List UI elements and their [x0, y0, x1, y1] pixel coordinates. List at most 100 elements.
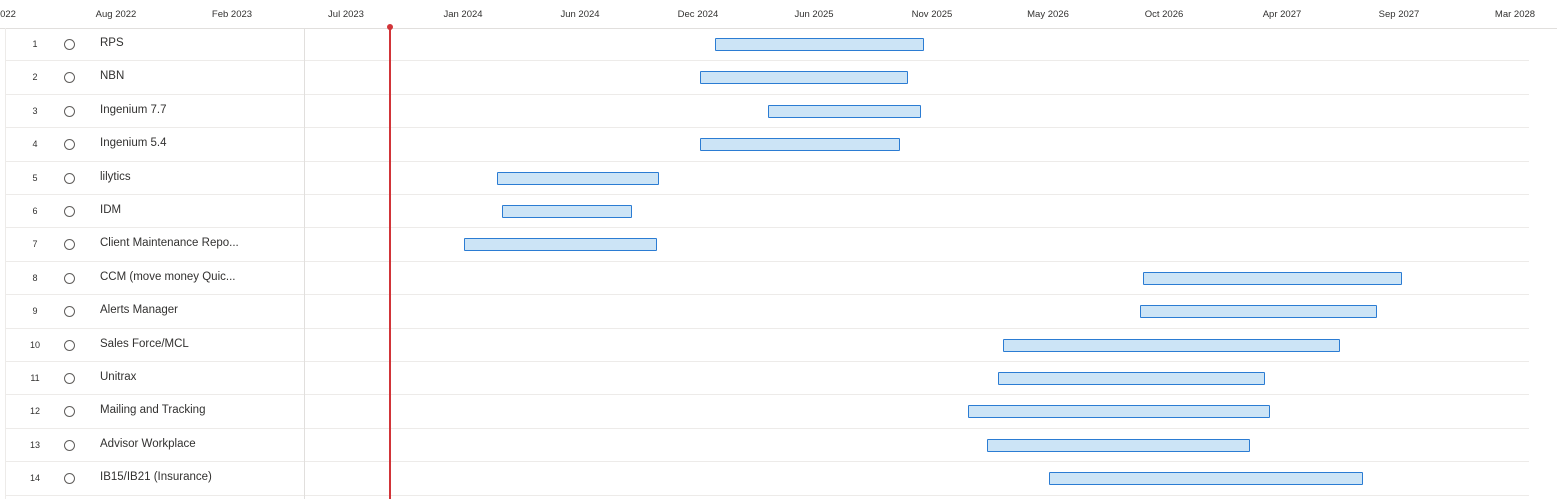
timeline-tick: Mar 2028 — [1494, 9, 1536, 20]
task-row[interactable]: 13 Advisor Workplace — [0, 429, 1557, 462]
timeline-tick: Jul 2023 — [328, 9, 364, 20]
timeline-tick: May 2026 — [1027, 9, 1069, 20]
task-complete-radio[interactable] — [64, 72, 75, 83]
task-row[interactable]: 9 Alerts Manager — [0, 295, 1557, 329]
task-row[interactable]: 14 IB15/IB21 (Insurance) — [0, 462, 1557, 496]
task-name[interactable]: Ingenium 7.7 — [100, 104, 167, 116]
timeline-tick: Nov 2025 — [911, 9, 953, 20]
timeline-tick: Oct 2026 — [1144, 9, 1184, 20]
timeline-tick: Jan 2024 — [443, 9, 483, 20]
row-number: 8 — [32, 273, 38, 283]
task-bar[interactable] — [998, 372, 1265, 385]
task-complete-radio[interactable] — [64, 106, 75, 117]
task-complete-radio[interactable] — [64, 139, 75, 150]
task-name[interactable]: Ingenium 5.4 — [100, 137, 167, 149]
task-bar[interactable] — [1049, 472, 1363, 485]
task-row[interactable]: 8 CCM (move money Quic... — [0, 262, 1557, 295]
task-complete-radio[interactable] — [64, 373, 75, 384]
task-row[interactable]: 2 NBN — [0, 61, 1557, 95]
task-name[interactable]: IDM — [100, 204, 122, 216]
task-row[interactable]: 1 RPS — [0, 28, 1557, 61]
task-bar[interactable] — [502, 205, 632, 218]
row-separator — [5, 394, 1529, 395]
row-number: 3 — [32, 106, 38, 116]
left-panel-edge — [5, 28, 6, 499]
task-row[interactable]: 7 Client Maintenance Repo... — [0, 228, 1557, 262]
task-name[interactable]: IB15/IB21 (Insurance) — [100, 471, 212, 483]
task-complete-radio[interactable] — [64, 440, 75, 451]
row-separator — [5, 461, 1529, 462]
row-number: 5 — [32, 173, 38, 183]
task-name[interactable]: Advisor Workplace — [100, 438, 196, 450]
row-separator — [5, 361, 1529, 362]
row-separator — [5, 261, 1529, 262]
timeline-tick: Aug 2022 — [95, 9, 137, 20]
task-complete-radio[interactable] — [64, 206, 75, 217]
panel-divider[interactable] — [304, 28, 305, 499]
task-name[interactable]: Unitrax — [100, 371, 137, 383]
row-number: 12 — [29, 406, 40, 416]
timeline-tick: Dec 2024 — [677, 9, 719, 20]
task-row[interactable]: 10 Sales Force/MCL — [0, 329, 1557, 362]
row-number: 2 — [32, 72, 38, 82]
task-name[interactable]: Alerts Manager — [100, 304, 178, 316]
task-name[interactable]: RPS — [100, 37, 124, 49]
task-bar[interactable] — [1003, 339, 1340, 352]
row-separator — [5, 227, 1529, 228]
task-bar[interactable] — [1143, 272, 1402, 285]
task-row[interactable]: 4 Ingenium 5.4 — [0, 128, 1557, 162]
row-number: 1 — [32, 39, 38, 49]
task-name[interactable]: Sales Force/MCL — [100, 338, 189, 350]
timeline-tick: Apr 2027 — [1262, 9, 1302, 20]
row-number: 6 — [32, 206, 38, 216]
row-separator — [5, 428, 1529, 429]
task-row[interactable]: 12 Mailing and Tracking — [0, 395, 1557, 429]
task-complete-radio[interactable] — [64, 473, 75, 484]
task-name[interactable]: CCM (move money Quic... — [100, 271, 236, 283]
task-bar[interactable] — [768, 105, 921, 118]
task-bar[interactable] — [464, 238, 657, 251]
task-complete-radio[interactable] — [64, 306, 75, 317]
row-separator — [5, 127, 1529, 128]
row-number: 11 — [30, 373, 40, 383]
timeline-tick: Jun 2025 — [794, 9, 834, 20]
task-name[interactable]: Client Maintenance Repo... — [100, 237, 239, 249]
task-complete-radio[interactable] — [64, 406, 75, 417]
task-bar[interactable] — [987, 439, 1250, 452]
task-row[interactable]: 3 Ingenium 7.7 — [0, 95, 1557, 128]
task-bar[interactable] — [700, 71, 908, 84]
today-marker-line — [389, 27, 391, 499]
task-complete-radio[interactable] — [64, 340, 75, 351]
row-number: 4 — [32, 139, 38, 149]
timeline-tick: 022 — [0, 9, 16, 20]
row-separator — [5, 194, 1529, 195]
row-number: 10 — [29, 340, 40, 350]
task-complete-radio[interactable] — [64, 39, 75, 50]
row-number: 13 — [29, 440, 40, 450]
task-bar[interactable] — [715, 38, 924, 51]
task-bar[interactable] — [497, 172, 659, 185]
timeline-tick: Feb 2023 — [211, 9, 253, 20]
row-separator — [5, 294, 1529, 295]
task-row[interactable]: 6 IDM — [0, 195, 1557, 228]
task-complete-radio[interactable] — [64, 273, 75, 284]
row-number: 14 — [29, 473, 40, 483]
row-separator — [5, 94, 1529, 95]
task-bar[interactable] — [700, 138, 900, 151]
row-separator — [5, 328, 1529, 329]
task-bar[interactable] — [1140, 305, 1377, 318]
today-marker-dot — [387, 24, 393, 30]
timeline-header: 022 Aug 2022 Feb 2023 Jul 2023 Jan 2024 … — [0, 0, 1557, 29]
task-name[interactable]: NBN — [100, 70, 125, 82]
task-complete-radio[interactable] — [64, 173, 75, 184]
row-separator — [5, 161, 1529, 162]
task-row[interactable]: 11 Unitrax — [0, 362, 1557, 395]
task-name[interactable]: Mailing and Tracking — [100, 404, 206, 416]
row-number: 9 — [32, 306, 38, 316]
task-name[interactable]: lilytics — [100, 171, 131, 183]
task-bar[interactable] — [968, 405, 1270, 418]
task-complete-radio[interactable] — [64, 239, 75, 250]
timeline-tick: Jun 2024 — [560, 9, 600, 20]
task-row[interactable]: 5 lilytics — [0, 162, 1557, 195]
